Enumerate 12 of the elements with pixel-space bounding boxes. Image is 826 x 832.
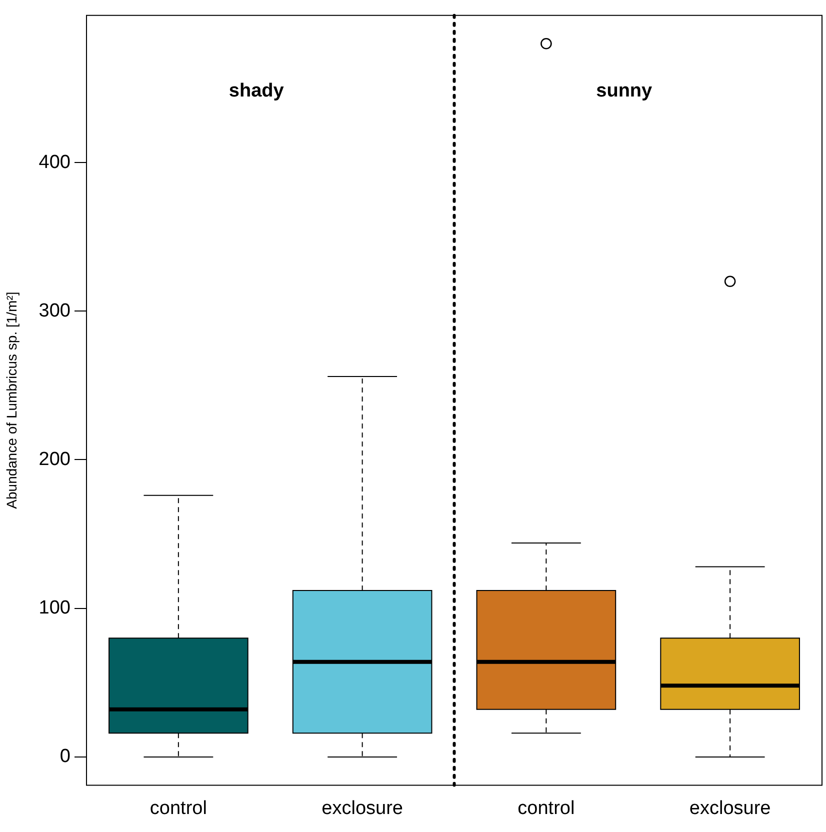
annotation: shady [228, 80, 284, 102]
y-tick-label: 300 [38, 300, 70, 322]
x-tick-label: control [150, 798, 207, 819]
x-tick-label: control [518, 798, 575, 819]
annotation: sunny [596, 80, 653, 102]
y-tick-label: 400 [38, 152, 70, 173]
x-tick-label: exclosure [689, 798, 771, 819]
y-tick-label: 0 [60, 746, 70, 768]
y-tick-label: 200 [38, 448, 70, 470]
y-tick-label: 100 [38, 598, 70, 619]
x-tick-label: exclosure [322, 798, 403, 819]
y-axis-title: Abundance of Lumbricus sp. [1/m²] [3, 292, 20, 509]
